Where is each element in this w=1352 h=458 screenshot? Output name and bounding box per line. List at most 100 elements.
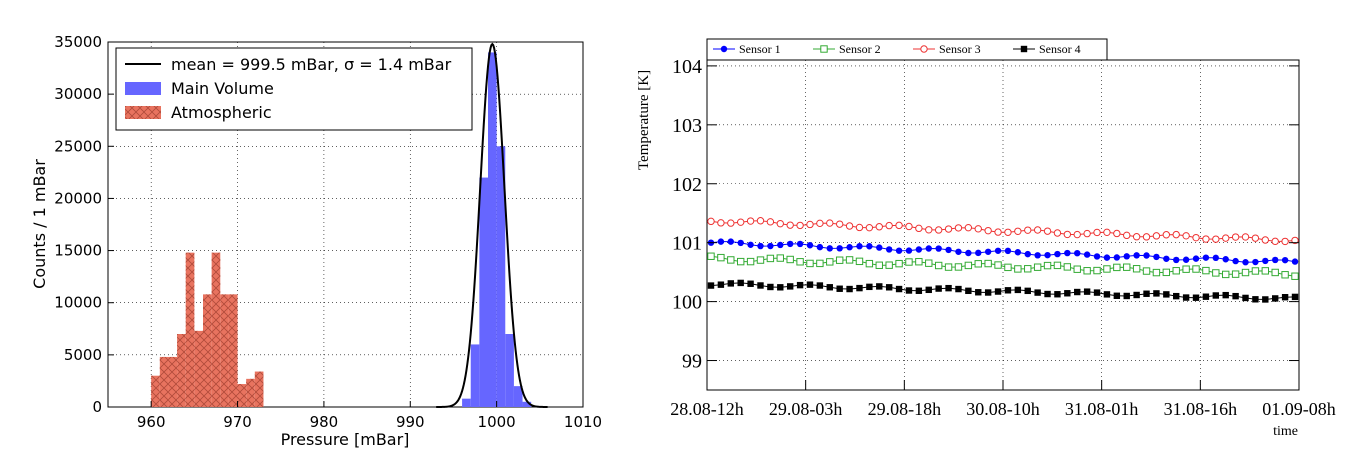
sensor-2-point	[1182, 265, 1190, 273]
sensor-1-point	[1014, 249, 1022, 256]
sensor-2-point	[1281, 271, 1289, 279]
sensor-2-point	[1142, 267, 1151, 275]
sensor-1-point	[1074, 249, 1081, 257]
legend-box	[706, 38, 1108, 61]
sensor-3-point	[1142, 233, 1151, 241]
sensor-1-point	[885, 246, 893, 253]
sensor-4-point	[905, 287, 913, 294]
sensor-4-point	[965, 287, 972, 295]
legend-sensor-4-label: Sensor 4	[1039, 42, 1081, 56]
sensor-2-point	[1043, 261, 1052, 270]
sensor-1-point	[1182, 256, 1190, 263]
sensor-4-point	[737, 279, 744, 287]
sensor-4-point	[1222, 291, 1229, 299]
x-tick-label: 31.08-01h	[1065, 399, 1139, 419]
legend-sensor-2-label: Sensor 2	[839, 42, 881, 56]
sensor-3-point	[707, 217, 715, 226]
sensor-2-point	[1014, 265, 1022, 273]
sensor-1-point	[955, 248, 962, 255]
sensor-2-point	[1172, 267, 1180, 275]
sensor-3-point	[1212, 235, 1220, 243]
gaussian-fit	[436, 42, 548, 408]
sensor-2-point	[1261, 267, 1270, 275]
gaussian-fit-curve	[436, 42, 548, 408]
sensor-3-point	[1162, 231, 1171, 239]
sensor-4-point	[1044, 290, 1051, 298]
pressure-histogram-chart: 960 970 980 990 1000 1010 0 5000 10000 15000 2000…	[30, 33, 602, 449]
x-tick-label: 1010	[564, 413, 602, 431]
y-tick-label: 0	[92, 398, 102, 416]
sensor-4-point	[1202, 293, 1210, 300]
sensor-3-point	[925, 226, 933, 234]
sensor-4-point	[1143, 290, 1150, 297]
legend-sensor-1-marker	[720, 45, 728, 53]
sensor-2-point	[875, 261, 883, 269]
x-tick-label: 28.08-12h	[670, 399, 744, 419]
sensor-4-point	[727, 280, 734, 287]
sensor-2-point	[1053, 261, 1062, 270]
sensor-4-point	[1291, 293, 1299, 301]
sensor-2-point	[925, 259, 933, 267]
sensor-4-point	[1064, 290, 1071, 297]
pressure-x-axis-label: Pressure [mBar]	[281, 430, 410, 449]
sensor-3-point	[1103, 228, 1111, 237]
sensor-3-point	[1033, 226, 1042, 234]
sensor-3-point	[826, 219, 834, 227]
sensor-4-point	[786, 283, 794, 290]
sensor-1-point	[1133, 252, 1140, 259]
main-volume-bar	[470, 344, 480, 407]
sensor-3-point	[1113, 229, 1121, 238]
sensor-2-point	[786, 255, 794, 264]
x-tick-label: 31.08-16h	[1164, 399, 1238, 419]
sensor-3-point	[796, 221, 804, 230]
sensor-3-point	[1172, 230, 1180, 239]
sensor-2-point	[1123, 263, 1131, 271]
sensor-1-point	[1173, 256, 1180, 264]
sensor-3-point	[1123, 231, 1131, 240]
y-tick-label: 100	[672, 292, 702, 314]
sensor-3-point	[974, 225, 982, 233]
sensor-4-point	[925, 286, 932, 294]
sensor-3-point	[1202, 235, 1210, 243]
y-tick-label: 5000	[64, 346, 102, 364]
pressure-bars	[151, 52, 532, 408]
sensor-1-point	[935, 245, 942, 252]
sensor-4-point	[856, 284, 863, 292]
y-tick-label: 101	[672, 233, 702, 255]
sensor-1-point	[737, 239, 744, 247]
temperature-legend-entries: Sensor 1 Sensor 2 Sensor 3 Sensor 4	[713, 42, 1081, 56]
sensor-4-point	[1133, 291, 1140, 299]
sensor-3-point	[964, 223, 973, 232]
sensor-1-point	[965, 249, 972, 257]
sensor-3-point	[984, 226, 992, 235]
sensor-4-point	[1004, 287, 1012, 294]
sensor-4-point	[1014, 286, 1022, 294]
sensor-2-point	[1083, 267, 1091, 275]
sensor-1-point	[777, 241, 784, 249]
sensor-3-point	[885, 221, 893, 230]
sensor-2-point	[1132, 265, 1141, 273]
legend-fit-label: mean = 999.5 mBar, σ = 1.4 mBar	[171, 55, 452, 74]
temperature-grid	[707, 60, 1299, 390]
sensor-4-point	[984, 289, 992, 296]
sensor-3-point	[994, 228, 1002, 236]
sensor-4-point	[846, 285, 853, 293]
sensor-2-point	[756, 256, 765, 264]
temperature-y-axis-label: Temperature [K]	[636, 70, 652, 170]
y-tick-label: 35000	[54, 33, 102, 51]
atmospheric-bar-hatch	[228, 294, 238, 407]
sensor-3-point	[1251, 234, 1260, 242]
sensor-2-point	[964, 261, 973, 270]
sensor-4-point	[876, 283, 883, 290]
sensor-4-point	[747, 280, 754, 287]
x-tick-label: 960	[137, 413, 166, 431]
sensor-1-point	[895, 247, 903, 254]
sensor-2-point	[1222, 270, 1230, 279]
atmospheric-bar-hatch	[159, 356, 169, 407]
y-tick-label: 104	[672, 56, 702, 78]
sensor-4-point	[816, 282, 824, 289]
sensor-4-point	[1252, 296, 1259, 303]
sensor-4-point	[885, 284, 893, 291]
atmospheric-bar-hatch	[151, 375, 160, 407]
x-tick-label: 990	[396, 413, 425, 431]
